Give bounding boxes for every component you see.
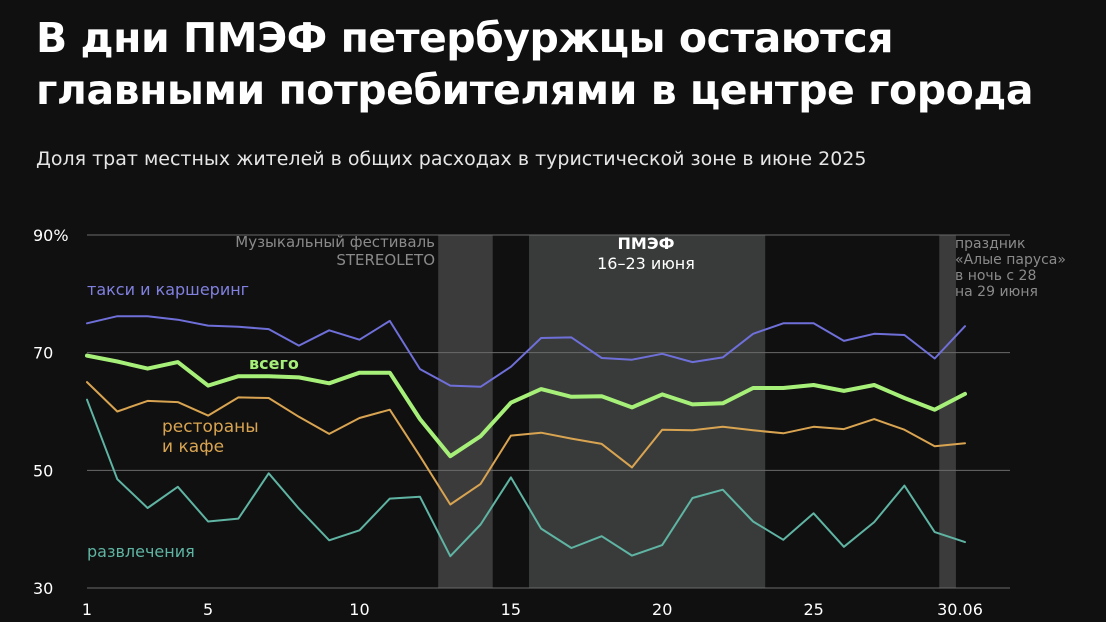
event-band-label-1-0: ПМЭФ bbox=[618, 234, 675, 253]
event-band-label-0-0: Музыкальный фестиваль bbox=[235, 233, 435, 251]
y-tick-label-0: 90% bbox=[33, 226, 69, 245]
series-line-0 bbox=[86, 315, 966, 388]
title-line-1: В дни ПМЭФ петербуржцы остаются bbox=[36, 14, 894, 62]
event-band-1 bbox=[529, 235, 766, 588]
event-band-label-0-1: STEREOLETO bbox=[336, 251, 435, 269]
event-band-0 bbox=[438, 235, 493, 588]
page-title: В дни ПМЭФ петербуржцы остаются главными… bbox=[36, 12, 1096, 116]
y-tick-label-2: 50 bbox=[33, 461, 53, 480]
x-tick-label-1: 5 bbox=[203, 600, 213, 619]
title-line-2: главными потребителями в центре города bbox=[36, 66, 1034, 114]
event-band-label-1-1: 16–23 июня bbox=[597, 254, 695, 273]
x-tick-label-3: 15 bbox=[501, 600, 521, 619]
x-tick-label-6: 30.06 bbox=[937, 600, 983, 619]
series-label-3: развлечения bbox=[87, 542, 195, 561]
event-band-2 bbox=[939, 235, 956, 588]
event-band-label-2-0: праздник bbox=[955, 236, 1025, 252]
x-tick-label-5: 25 bbox=[803, 600, 823, 619]
event-band-label-2-1: «Алые паруса» bbox=[955, 252, 1066, 268]
x-tick-label-4: 20 bbox=[652, 600, 672, 619]
y-tick-label-3: 30 bbox=[33, 579, 53, 598]
y-tick-label-1: 70 bbox=[33, 344, 53, 363]
series-label-2-1: и кафе bbox=[162, 437, 224, 457]
series-label-1: всего bbox=[249, 354, 299, 373]
x-tick-label-2: 10 bbox=[349, 600, 369, 619]
event-band-label-2-2: в ночь с 28 bbox=[955, 268, 1036, 284]
chart-subtitle: Доля трат местных жителей в общих расход… bbox=[36, 148, 867, 170]
x-tick-label-0: 1 bbox=[82, 600, 92, 619]
series-label-2-0: рестораны bbox=[162, 417, 259, 437]
series-line-3 bbox=[86, 398, 966, 558]
series-label-0: такси и каршеринг bbox=[87, 280, 249, 299]
series-line-1 bbox=[85, 353, 967, 459]
event-band-label-2-3: на 29 июня bbox=[955, 284, 1038, 300]
series-line-2 bbox=[86, 381, 966, 506]
